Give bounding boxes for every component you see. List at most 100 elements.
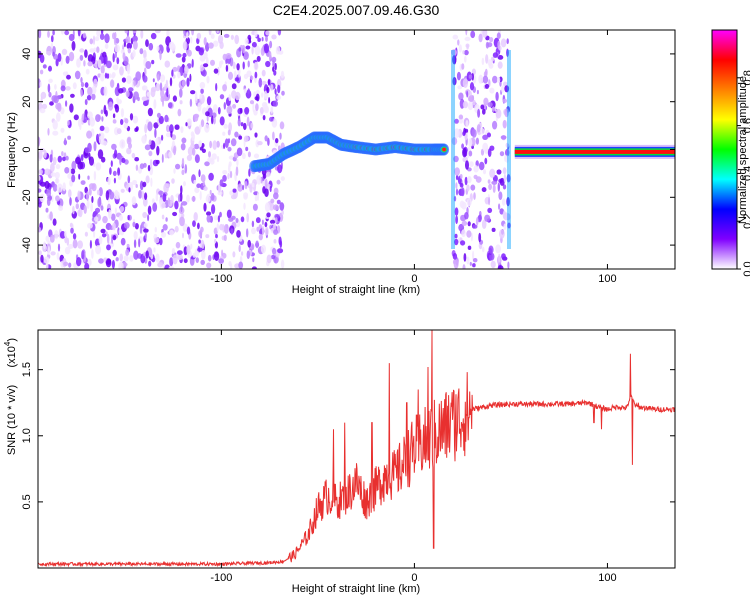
heatmap-speckle	[88, 187, 92, 196]
heatmap-speckle	[205, 111, 210, 117]
heatmap-speckle	[265, 35, 268, 42]
heatmap-speckle	[146, 91, 151, 97]
heatmap-speckle	[75, 156, 81, 165]
heatmap-speckle	[119, 156, 122, 166]
heatmap-speckle	[279, 202, 285, 211]
heatmap-speckle	[186, 244, 191, 255]
heatmap-speckle	[119, 205, 125, 213]
heatmap-speckle	[132, 49, 136, 58]
heatmap-speckle	[482, 30, 488, 38]
heatmap-speckle	[507, 261, 510, 269]
heatmap-speckle	[184, 65, 189, 74]
heatmap-speckle	[93, 47, 97, 53]
heatmap-speckle	[203, 202, 207, 212]
heatmap-speckle	[216, 155, 220, 163]
heatmap-speckle	[200, 119, 205, 128]
heatmap-speckle	[104, 33, 110, 44]
heatmap-speckle	[208, 172, 214, 181]
heatmap-speckle	[168, 266, 175, 269]
heatmap-speckle	[181, 157, 185, 168]
heatmap-speckle	[106, 60, 112, 69]
heatmap-speckle	[131, 152, 136, 159]
heatmap-speckle	[181, 169, 185, 176]
heatmap-speckle	[68, 33, 75, 42]
heatmap-speckle	[272, 100, 278, 107]
heatmap-speckle	[270, 106, 274, 114]
y-tick-label: 1.5	[21, 362, 33, 377]
heatmap-speckle	[215, 234, 218, 239]
heatmap-speckle	[179, 216, 185, 227]
heatmap-speckle	[251, 227, 256, 235]
heatmap-speckle	[468, 74, 473, 79]
heatmap-speckle	[216, 223, 219, 232]
heatmap-speckle	[129, 255, 134, 262]
heatmap-speckle	[67, 120, 70, 126]
heatmap-speckle	[454, 233, 458, 239]
heatmap-speckle	[159, 50, 162, 61]
heatmap-speckle	[158, 190, 164, 195]
heatmap-speckle	[84, 147, 90, 154]
heatmap-speckle	[251, 46, 254, 55]
heatmap-speckle	[211, 112, 217, 118]
heatmap-speckle	[113, 177, 116, 184]
heatmap-speckle	[247, 151, 251, 158]
heatmap-speckle	[87, 111, 93, 119]
heatmap-speckle	[457, 39, 460, 46]
top-x-ticks: -100 0 100	[210, 30, 617, 285]
heatmap-speckle	[166, 124, 170, 133]
heatmap-speckle	[91, 196, 94, 203]
heatmap-speckle	[93, 170, 97, 181]
heatmap-speckle	[502, 167, 507, 175]
heatmap-speckle	[492, 52, 498, 58]
heatmap-speckle	[245, 146, 249, 152]
heatmap-speckle	[482, 134, 488, 140]
heatmap-speckle	[204, 123, 210, 133]
heatmap-speckle	[139, 48, 144, 55]
heatmap-speckle	[192, 220, 196, 228]
heatmap-speckle	[151, 59, 155, 65]
heatmap-speckle	[256, 55, 261, 62]
heatmap-speckle	[203, 186, 208, 191]
heatmap-speckle	[223, 224, 229, 234]
heatmap-speckle	[168, 41, 175, 50]
heatmap-speckle	[200, 259, 205, 265]
heatmap-speckle	[489, 168, 496, 178]
heatmap-speckle	[161, 214, 165, 220]
heatmap-speckle	[138, 189, 143, 199]
heatmap-speckle	[56, 183, 63, 193]
heatmap-speckle	[272, 60, 275, 68]
heatmap-speckle	[118, 214, 123, 221]
heatmap-speckle	[246, 212, 249, 223]
heatmap-speckle	[262, 115, 266, 121]
heatmap-speckle	[66, 74, 71, 80]
heatmap-speckle	[276, 179, 281, 185]
heatmap-speckle	[123, 123, 128, 129]
heatmap-speckle	[112, 222, 116, 231]
spectrogram-panel: -100 0 100 -40 -20 0 20 40 Height of straight …	[6, 29, 676, 296]
heatmap-speckle	[193, 212, 198, 222]
heatmap-speckle	[217, 215, 220, 223]
heatmap-speckle	[487, 207, 493, 213]
heatmap-speckle	[45, 235, 50, 242]
heatmap-speckle	[128, 87, 134, 92]
heatmap-speckle	[183, 181, 186, 187]
heatmap-speckle	[238, 244, 241, 252]
heatmap-speckle	[475, 217, 479, 226]
heatmap-speckle	[97, 59, 102, 69]
heatmap-speckle	[454, 238, 459, 246]
heatmap-speckle	[95, 114, 101, 123]
heatmap-speckle	[70, 93, 75, 98]
heatmap-speckle	[39, 81, 42, 87]
heatmap-speckle	[72, 239, 78, 249]
heatmap-speckle	[462, 101, 468, 109]
heatmap-speckle	[83, 60, 86, 67]
heatmap-speckle	[180, 143, 186, 151]
heatmap-speckle	[469, 261, 472, 266]
heatmap-speckle	[501, 253, 506, 260]
heatmap-speckle	[230, 138, 237, 147]
heatmap-speckle	[169, 257, 174, 267]
heatmap-speckle	[53, 95, 59, 104]
heatmap-speckle	[43, 256, 50, 264]
heatmap-speckle	[267, 137, 270, 146]
heatmap-speckle	[174, 200, 179, 210]
